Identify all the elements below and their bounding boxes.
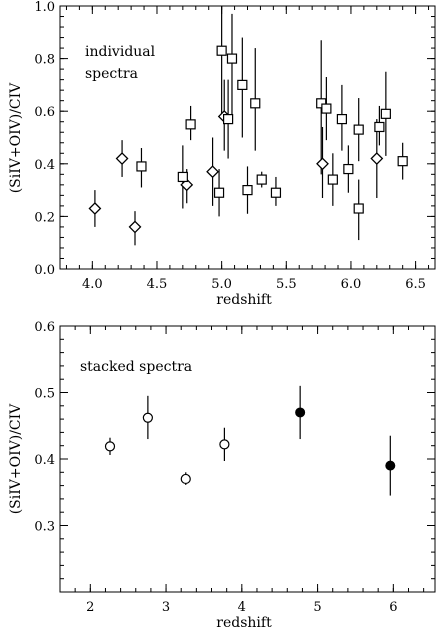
y-tick-label: 0.6	[34, 105, 55, 120]
x-tick-label: 4.0	[82, 277, 103, 292]
square-marker	[185, 119, 196, 130]
data-markers	[88, 45, 408, 234]
y-tick-label: 0.6	[34, 320, 55, 335]
diamond-marker	[370, 152, 384, 165]
square-marker	[353, 124, 364, 135]
diamond-marker	[316, 157, 329, 171]
panel-annotation-line-1: stacked spectra	[80, 359, 192, 375]
square-marker	[136, 161, 147, 172]
diamond-marker	[180, 178, 194, 192]
square-marker	[226, 53, 238, 64]
y-tick-label: 0.5	[34, 387, 55, 402]
square-marker	[343, 163, 354, 175]
x-tick-label: 5.0	[211, 277, 232, 292]
x-tick-label: 6.0	[341, 277, 362, 292]
square-marker	[256, 174, 267, 185]
panel-annotation-line-1: individual	[85, 44, 156, 60]
y-tick-label: 1.0	[34, 0, 55, 15]
square-marker	[242, 185, 253, 196]
square-marker	[270, 187, 282, 198]
x-axis-label: redshift	[216, 615, 272, 631]
panel-annotation-line-2: spectra	[85, 66, 138, 82]
square-marker	[316, 98, 327, 109]
open-circle-marker	[219, 439, 230, 450]
x-tick-label: 4	[238, 600, 246, 615]
x-axis-label: redshift	[216, 292, 272, 308]
error-bars	[109, 385, 391, 496]
square-marker	[397, 156, 408, 167]
y-ticks: 0.0 0.2 0.4 0.6 0.8 1.0	[34, 0, 435, 278]
y-ticks: 0.3 0.4 0.5 0.6	[34, 320, 435, 593]
square-marker	[216, 45, 227, 56]
square-marker	[177, 171, 188, 183]
square-marker	[327, 174, 338, 185]
square-marker	[250, 98, 261, 109]
square-marker	[380, 108, 391, 119]
x-tick-label: 5.5	[276, 277, 297, 292]
x-tick-label: 2	[86, 600, 94, 615]
panel-stacked-spectra: 2 3 4 5 6 0.3 0.4 0.5 0.6 stacked spectra redsh…	[8, 320, 436, 631]
filled-circle-marker	[295, 407, 306, 418]
x-tick-label: 4.5	[147, 277, 168, 292]
x-tick-label: 5	[313, 600, 321, 615]
diamond-marker	[115, 152, 129, 165]
square-marker	[213, 187, 225, 198]
diamond-marker	[88, 202, 102, 215]
x-ticks: 2 3 4 5 6	[59, 326, 425, 615]
square-marker	[237, 79, 248, 91]
y-tick-label: 0.8	[34, 53, 55, 68]
square-marker	[353, 203, 364, 214]
y-axis-label: (SiIV+OIV)/CIV	[8, 82, 24, 193]
open-circle-marker	[180, 473, 191, 485]
x-tick-label: 3	[162, 600, 170, 615]
x-tick-label: 6	[389, 600, 397, 615]
square-marker	[223, 113, 234, 125]
square-marker	[374, 121, 385, 133]
panel-individual-spectra: 4.0 4.5 5.0 5.5 6.0 6.5 0.0 0.2 0.4 0.6 0.8 1.0 in…	[8, 0, 436, 308]
y-tick-label: 0.3	[34, 520, 55, 535]
open-circle-marker	[104, 441, 116, 452]
diamond-marker	[128, 220, 142, 234]
x-ticks: 4.0 4.5 5.0 5.5 6.0 6.5	[65, 6, 430, 292]
diamond-marker	[206, 165, 220, 179]
x-tick-label: 6.5	[405, 277, 426, 292]
y-axis-label: (SiIV+OIV)/CIV	[8, 403, 24, 514]
y-tick-label: 0.2	[34, 210, 55, 225]
open-circle-marker	[142, 412, 153, 423]
square-marker	[321, 103, 332, 114]
y-tick-label: 0.4	[34, 158, 55, 173]
y-tick-label: 0.4	[34, 453, 55, 468]
square-marker	[336, 113, 347, 125]
filled-circle-marker	[385, 460, 396, 471]
data-markers	[104, 407, 396, 485]
y-tick-label: 0.0	[34, 263, 55, 278]
